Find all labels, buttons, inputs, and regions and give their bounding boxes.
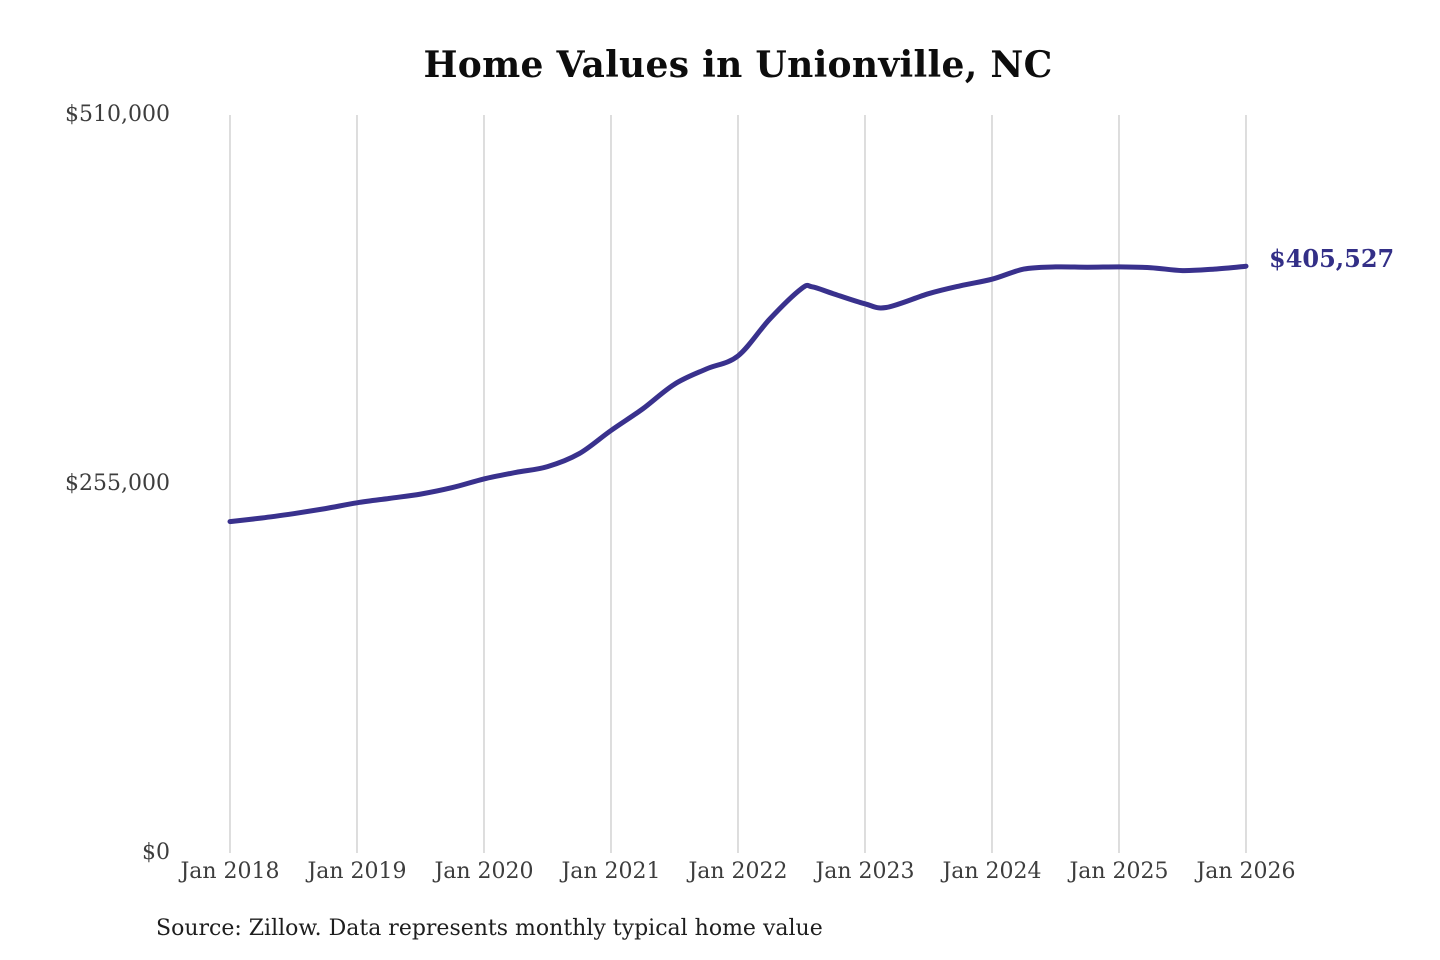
y-tick-label: $510,000: [65, 102, 170, 127]
x-tick-label: Jan 2021: [561, 859, 661, 884]
x-tick-label: Jan 2019: [307, 859, 407, 884]
x-tick-label: Jan 2022: [688, 859, 788, 884]
x-tick-label: Jan 2026: [1196, 859, 1296, 884]
x-tick-label: Jan 2025: [1069, 859, 1169, 884]
y-tick-label: $0: [142, 840, 170, 865]
chart-title: Home Values in Unionville, NC: [423, 44, 1053, 86]
x-tick-label: Jan 2020: [434, 859, 534, 884]
x-tick-label: Jan 2018: [180, 859, 280, 884]
y-tick-label: $255,000: [65, 471, 170, 496]
x-tick-label: Jan 2023: [815, 859, 915, 884]
source-note: Source: Zillow. Data represents monthly …: [156, 916, 823, 941]
current-value-label: $405,527: [1269, 244, 1395, 274]
x-tick-label: Jan 2024: [942, 859, 1042, 884]
home-value-line: [227, 263, 1249, 525]
